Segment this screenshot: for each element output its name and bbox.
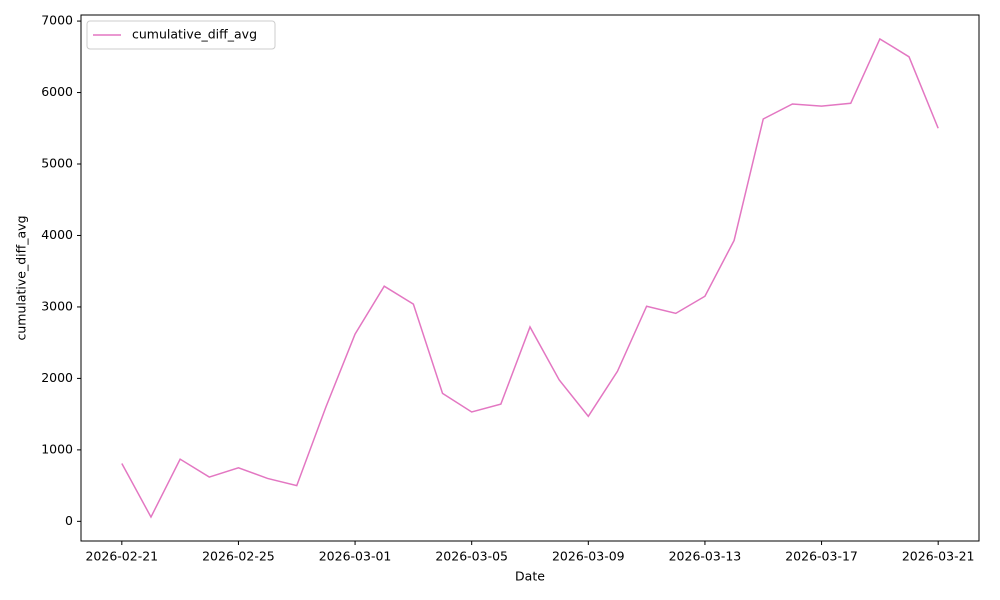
x-tick-label: 2026-03-21: [902, 549, 975, 564]
line: [121, 37, 939, 519]
x-axis-label: Date: [515, 569, 545, 584]
y-tick-label: 6000: [41, 84, 73, 99]
legend-box: [86, 20, 276, 50]
x-tick-label: 2026-03-17: [785, 549, 858, 564]
y-tick-label: 7000: [41, 13, 73, 28]
x-tick-label: 2026-02-25: [202, 549, 275, 564]
x-tick-label: 2026-03-09: [552, 549, 625, 564]
x-tick-label: 2026-03-05: [435, 549, 508, 564]
y-tick-label: 3000: [41, 298, 73, 313]
x-tick-label: 2026-02-21: [85, 549, 158, 564]
x-tick-label: 2026-03-13: [669, 549, 742, 564]
y-tick-label: 0: [65, 513, 73, 528]
y-tick-label: 1000: [41, 441, 73, 456]
y-axis-label: cumulative_diff_avg: [14, 216, 29, 341]
legend-label: cumulative_diff_avg: [132, 27, 257, 42]
plot-frame: [80, 14, 980, 542]
y-tick-label: 5000: [41, 156, 73, 171]
y-tick-label: 2000: [41, 370, 73, 385]
x-tick-label: 2026-03-01: [319, 549, 392, 564]
y-tick-label: 4000: [41, 227, 73, 242]
